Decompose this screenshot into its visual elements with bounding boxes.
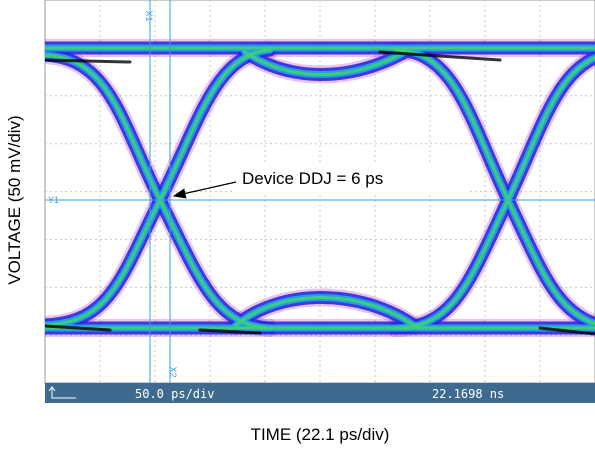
status-bar — [45, 383, 595, 403]
status-icon — [48, 386, 76, 399]
trace-dense — [198, 328, 262, 335]
marker-y1: Y1 — [48, 195, 59, 205]
trace-dense — [378, 50, 502, 62]
annotation-arrow — [172, 181, 237, 199]
trace-dense — [538, 326, 595, 336]
annotation-box — [235, 164, 467, 192]
eye-trace — [233, 296, 417, 328]
annotation: Device DDJ = 6 ps — [242, 169, 383, 188]
x-axis-label: TIME (22.1 ps/div) — [251, 425, 390, 444]
trace-dense — [45, 58, 132, 64]
eye-trace — [243, 50, 407, 76]
marker-x1: X1 — [144, 10, 154, 21]
y-axis-label: VOLTAGE (50 mV/div) — [5, 115, 24, 284]
trace-dense — [45, 324, 112, 332]
time-scale: 50.0 ps/div — [135, 387, 214, 401]
marker-x2: X2 — [168, 366, 178, 377]
position: 22.1698 ns — [432, 387, 504, 401]
